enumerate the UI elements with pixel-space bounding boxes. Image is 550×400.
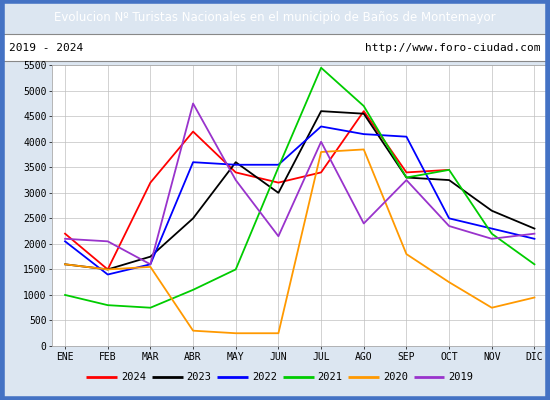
Text: http://www.foro-ciudad.com: http://www.foro-ciudad.com (365, 43, 541, 53)
Text: Evolucion Nº Turistas Nacionales en el municipio de Baños de Montemayor: Evolucion Nº Turistas Nacionales en el m… (54, 11, 496, 24)
Text: 2019 - 2024: 2019 - 2024 (9, 43, 84, 53)
Text: 2021: 2021 (317, 372, 342, 382)
Text: 2019: 2019 (448, 372, 473, 382)
Text: 2022: 2022 (252, 372, 277, 382)
Text: 2024: 2024 (121, 372, 146, 382)
Text: 2023: 2023 (186, 372, 211, 382)
Text: 2020: 2020 (383, 372, 408, 382)
